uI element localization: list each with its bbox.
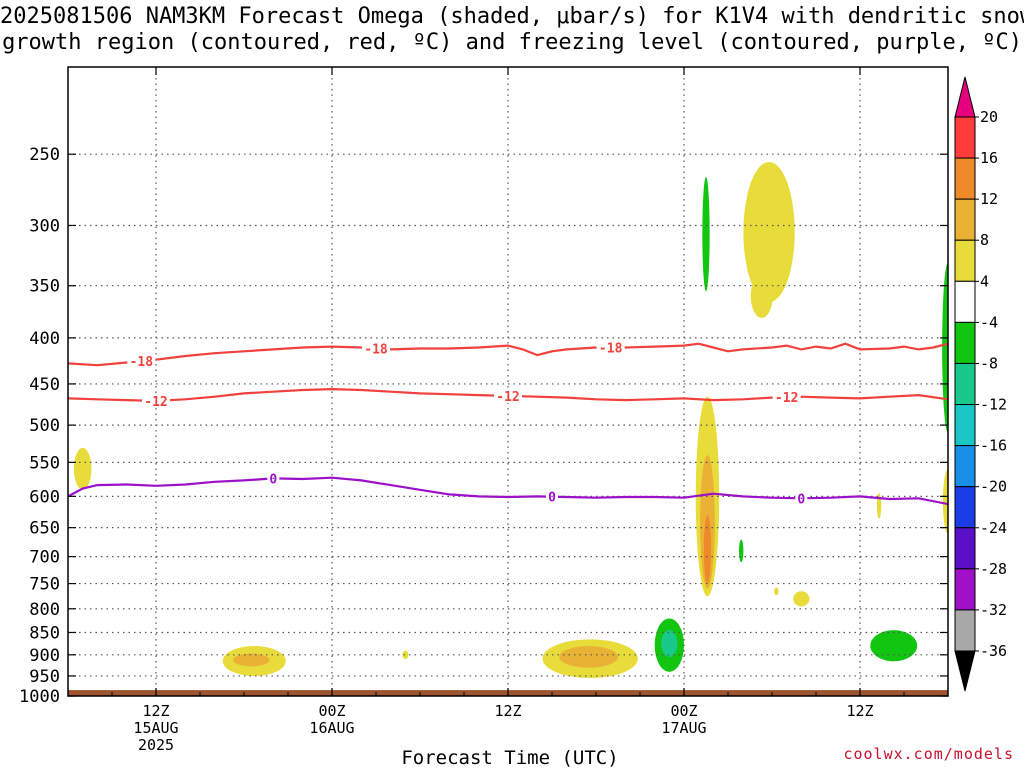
y-tick-label: 1000	[19, 687, 60, 707]
omega-region	[942, 262, 948, 433]
y-tick-label: 700	[29, 548, 60, 568]
omega-region	[702, 176, 710, 292]
colorbar-label: 8	[980, 231, 989, 249]
contour-label-bg	[596, 340, 625, 355]
colorbar-label: -28	[980, 560, 1007, 578]
colorbar-label: 12	[980, 190, 998, 208]
colorbar-label: -16	[980, 437, 1007, 455]
contour-label: -12	[775, 391, 798, 406]
y-tick-label: 400	[29, 329, 60, 349]
y-tick-label: 250	[29, 145, 60, 165]
plot-area: -18 -18 -18 -12 -12 -12 0 0 0	[68, 67, 948, 696]
omega-region	[743, 161, 795, 303]
colorbar-band	[954, 321, 976, 364]
omega-region	[870, 630, 918, 662]
colorbar-label: -20	[980, 478, 1007, 496]
colorbar-label: -32	[980, 601, 1007, 619]
x-tick-label: 2025	[138, 736, 174, 754]
omega-region	[73, 447, 92, 490]
y-tick-label: 900	[29, 646, 60, 666]
y-tick-label: 800	[29, 600, 60, 620]
omega-region	[739, 539, 744, 563]
x-tick-label: 12Z	[846, 702, 873, 720]
y-tick-label: 750	[29, 575, 60, 595]
contour-label: 0	[548, 491, 556, 506]
colorbar-bottom-arrow	[954, 650, 976, 692]
colorbar-band	[954, 527, 976, 570]
contour-label: -12	[496, 390, 519, 405]
colorbar-label: 20	[980, 108, 998, 126]
omega-region	[559, 646, 619, 668]
omega-region	[942, 469, 948, 534]
chart-title-line-2: growth region (contoured, red, ºC) and f…	[2, 30, 1022, 55]
colorbar-band	[954, 568, 976, 611]
contour-label: -18	[599, 342, 623, 357]
omega-region	[233, 653, 270, 667]
x-tick-label: 17AUG	[661, 719, 706, 737]
y-tick-label: 500	[29, 416, 60, 436]
colorbar-label: -36	[980, 642, 1007, 660]
contour-line	[68, 342, 948, 367]
colorbar-band	[954, 404, 976, 447]
colorbar-band	[954, 239, 976, 282]
colorbar-label: -4	[980, 313, 998, 331]
contour-label-bg	[494, 388, 522, 403]
omega-region	[402, 650, 409, 660]
contour-label: -12	[144, 395, 167, 410]
colorbar-band	[954, 362, 976, 406]
colorbar-band	[954, 609, 976, 652]
x-tick-label: 15AUG	[133, 719, 178, 737]
colorbar-label: 16	[980, 149, 998, 167]
y-tick-label: 300	[29, 216, 60, 236]
colorbar-label: 4	[980, 272, 989, 290]
x-tick-label: 00Z	[670, 702, 697, 720]
contour-label: -18	[130, 355, 154, 370]
contour-label-bg	[546, 489, 558, 504]
contour-label-bg	[267, 471, 280, 486]
omega-region	[793, 591, 810, 607]
site-credit: coolwx.com/models	[843, 745, 1014, 763]
chart-title-line-1: 2025081506 NAM3KM Forecast Omega (shaded…	[0, 4, 1024, 29]
contour-label-bg	[362, 341, 390, 356]
colorbar-band	[954, 198, 976, 241]
y-tick-label: 350	[29, 277, 60, 297]
grid	[68, 67, 948, 696]
colorbar-band	[954, 486, 976, 529]
omega-region	[774, 587, 779, 596]
contour-label: -18	[364, 342, 388, 357]
x-tick-label: 16AUG	[309, 719, 354, 737]
contour-label-bg	[795, 491, 808, 506]
y-tick-label: 850	[29, 623, 60, 643]
colorbar-label: -24	[980, 519, 1007, 537]
omega-region	[661, 630, 678, 657]
omega-region	[876, 493, 882, 519]
colorbar-band	[954, 280, 976, 323]
contour-label-bg	[772, 390, 801, 405]
y-tick-label: 950	[29, 667, 60, 687]
chart-title: 2025081506 NAM3KM Forecast Omega (shaded…	[0, 4, 1024, 56]
y-tick-label: 600	[29, 487, 60, 507]
contour-label-bg	[142, 393, 170, 408]
colorbar-top-arrow	[954, 76, 976, 118]
colorbar: 20 16 12 8 4 -4 -8 -12 -16 -20 -24 -28 -32 -36	[954, 76, 1007, 692]
y-tick-label: 550	[29, 453, 60, 473]
contour-label-bg	[127, 354, 156, 369]
colorbar-label: -12	[980, 396, 1007, 414]
colorbar-label: -8	[980, 354, 998, 372]
contour-label: 0	[797, 492, 805, 507]
contour-label: 0	[269, 472, 277, 487]
omega-region	[703, 515, 712, 584]
colorbar-band	[954, 445, 976, 488]
colorbar-band	[954, 116, 976, 159]
y-tick-label: 650	[29, 519, 60, 539]
omega-region	[750, 274, 773, 318]
x-tick-label: 12Z	[494, 702, 521, 720]
x-tick-label: 00Z	[318, 702, 345, 720]
x-axis-label: Forecast Time (UTC)	[401, 747, 619, 769]
y-tick-label: 450	[29, 375, 60, 395]
x-tick-label: 12Z	[142, 702, 169, 720]
colorbar-band	[954, 157, 976, 200]
